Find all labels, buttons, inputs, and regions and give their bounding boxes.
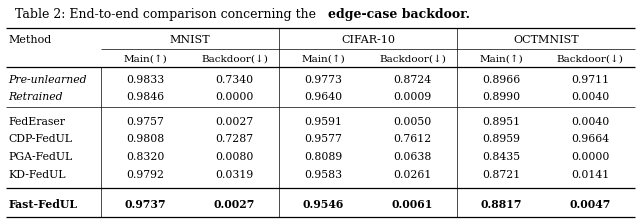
Text: 0.0061: 0.0061 (392, 199, 433, 210)
Text: 0.0040: 0.0040 (572, 117, 609, 126)
Text: Main(↑): Main(↑) (479, 55, 524, 64)
Text: Backdoor(↓): Backdoor(↓) (379, 55, 446, 64)
Text: KD-FedUL: KD-FedUL (8, 170, 66, 180)
Text: 0.0040: 0.0040 (572, 92, 609, 102)
Text: 0.9640: 0.9640 (305, 92, 342, 102)
Text: 0.8966: 0.8966 (483, 75, 520, 85)
Text: 0.9846: 0.9846 (127, 92, 164, 102)
Text: Main(↑): Main(↑) (124, 55, 168, 64)
Text: 0.8721: 0.8721 (483, 170, 520, 180)
Text: 0.7287: 0.7287 (216, 134, 253, 144)
Text: 0.0050: 0.0050 (394, 117, 431, 126)
Text: MNIST: MNIST (170, 35, 211, 45)
Text: 0.0000: 0.0000 (216, 92, 253, 102)
Text: 0.9737: 0.9737 (125, 199, 166, 210)
Text: 0.9833: 0.9833 (127, 75, 164, 85)
Text: 0.9792: 0.9792 (127, 170, 164, 180)
Text: 0.8990: 0.8990 (483, 92, 520, 102)
Text: 0.8435: 0.8435 (483, 152, 520, 162)
Text: 0.9773: 0.9773 (305, 75, 342, 85)
Text: 0.7612: 0.7612 (394, 134, 431, 144)
Text: CIFAR-10: CIFAR-10 (341, 35, 395, 45)
Text: 0.0080: 0.0080 (216, 152, 253, 162)
Text: 0.9577: 0.9577 (305, 134, 342, 144)
Text: 0.8320: 0.8320 (127, 152, 164, 162)
Text: PGA-FedUL: PGA-FedUL (8, 152, 72, 162)
Text: 0.8817: 0.8817 (481, 199, 522, 210)
Text: 0.0027: 0.0027 (214, 199, 255, 210)
Text: 0.8089: 0.8089 (305, 152, 342, 162)
Text: 0.9546: 0.9546 (303, 199, 344, 210)
Text: 0.0047: 0.0047 (570, 199, 611, 210)
Text: 0.0141: 0.0141 (572, 170, 609, 180)
Text: Table 2: End-to-end comparison concerning the edge-case backdoor.: Table 2: End-to-end comparison concernin… (8, 8, 443, 21)
Text: Method: Method (8, 35, 52, 45)
Text: FedEraser: FedEraser (8, 117, 65, 126)
Text: 0.9808: 0.9808 (127, 134, 164, 144)
Text: Main(↑): Main(↑) (301, 55, 346, 64)
Text: 0.7340: 0.7340 (216, 75, 253, 85)
Text: Table 2: End-to-end comparison concerning the: Table 2: End-to-end comparison concernin… (15, 8, 320, 21)
Text: 0.8724: 0.8724 (394, 75, 431, 85)
Text: Pre-unlearned: Pre-unlearned (8, 75, 87, 85)
Text: 0.0261: 0.0261 (394, 170, 431, 180)
Text: 0.9711: 0.9711 (572, 75, 609, 85)
Text: Retrained: Retrained (8, 92, 63, 102)
Text: 0.0000: 0.0000 (572, 152, 609, 162)
Text: 0.9664: 0.9664 (572, 134, 609, 144)
Text: 0.9591: 0.9591 (305, 117, 342, 126)
Text: 0.8951: 0.8951 (483, 117, 520, 126)
Text: 0.9757: 0.9757 (127, 117, 164, 126)
Text: Fast-FedUL: Fast-FedUL (8, 199, 77, 210)
Text: 0.0638: 0.0638 (394, 152, 431, 162)
Text: CDP-FedUL: CDP-FedUL (8, 134, 72, 144)
Text: 0.0009: 0.0009 (394, 92, 431, 102)
Text: 0.0027: 0.0027 (216, 117, 253, 126)
Text: 0.0319: 0.0319 (216, 170, 253, 180)
Text: edge-case backdoor.: edge-case backdoor. (328, 8, 470, 21)
Text: 0.8959: 0.8959 (483, 134, 520, 144)
Text: Backdoor(↓): Backdoor(↓) (557, 55, 624, 64)
Text: Backdoor(↓): Backdoor(↓) (201, 55, 268, 64)
Text: 0.9583: 0.9583 (305, 170, 342, 180)
Text: OCTMNIST: OCTMNIST (513, 35, 579, 45)
